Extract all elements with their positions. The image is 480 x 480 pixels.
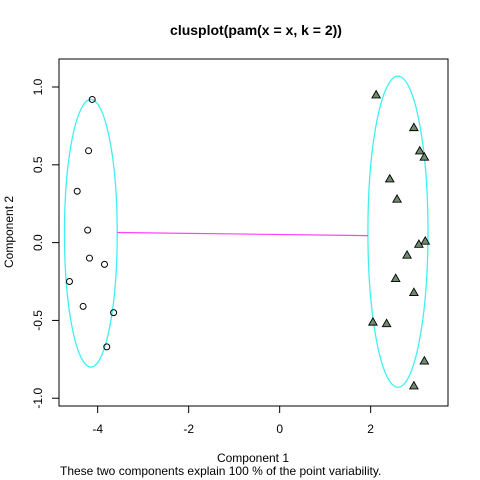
circle-point: [84, 226, 92, 234]
x-tick-label: -4: [92, 422, 103, 436]
cluster-ellipse: [63, 98, 118, 368]
circle-point: [73, 187, 81, 195]
triangle-point: [402, 249, 413, 259]
triangle-point: [390, 273, 401, 283]
cluster-connector: [117, 231, 368, 237]
chart-title: clusplot(pam(x = x, k = 2)): [170, 22, 342, 38]
triangle-point: [413, 239, 424, 248]
triangle-point: [371, 89, 382, 99]
triangle-point: [384, 173, 395, 183]
x-axis: -4 -2 0 2: [92, 405, 374, 436]
triangle-point: [414, 145, 425, 155]
x-tick-label: 0: [276, 422, 283, 436]
x-tick-label: 2: [367, 422, 374, 436]
circle-point: [103, 343, 111, 351]
triangle-point: [408, 287, 419, 297]
y-axis-label: Component 2: [2, 196, 16, 268]
y-tick-label: -0.5: [31, 310, 45, 331]
triangle-point: [408, 122, 419, 132]
circle-point: [79, 302, 87, 310]
triangle-point: [367, 316, 378, 326]
triangle-point: [392, 193, 403, 203]
circle-point: [88, 95, 96, 103]
triangle-point: [408, 380, 419, 390]
circle-point: [65, 278, 73, 286]
data-points: [65, 89, 431, 390]
cluster-ellipses: [63, 75, 429, 388]
y-axis: -1.0 -0.5 0.0 0.5 1.0: [31, 78, 60, 409]
triangle-point: [381, 318, 392, 328]
triangle-point: [420, 235, 431, 245]
circle-point: [110, 309, 118, 317]
triangle-point: [419, 355, 430, 365]
y-tick-label: 1.0: [31, 78, 45, 95]
chart-subtitle: These two components explain 100 % of th…: [60, 464, 381, 478]
circle-point: [100, 260, 108, 268]
triangle-point: [419, 151, 430, 161]
y-tick-label: 0.0: [31, 234, 45, 251]
cluster-distance-line: [117, 231, 368, 237]
cluster-ellipse: [367, 75, 429, 388]
circle-point: [85, 147, 93, 155]
x-axis-label: Component 1: [217, 451, 289, 465]
y-tick-label: 0.5: [31, 156, 45, 173]
y-tick-label: -1.0: [31, 388, 45, 409]
x-tick-label: -2: [183, 422, 194, 436]
circle-point: [85, 254, 93, 262]
